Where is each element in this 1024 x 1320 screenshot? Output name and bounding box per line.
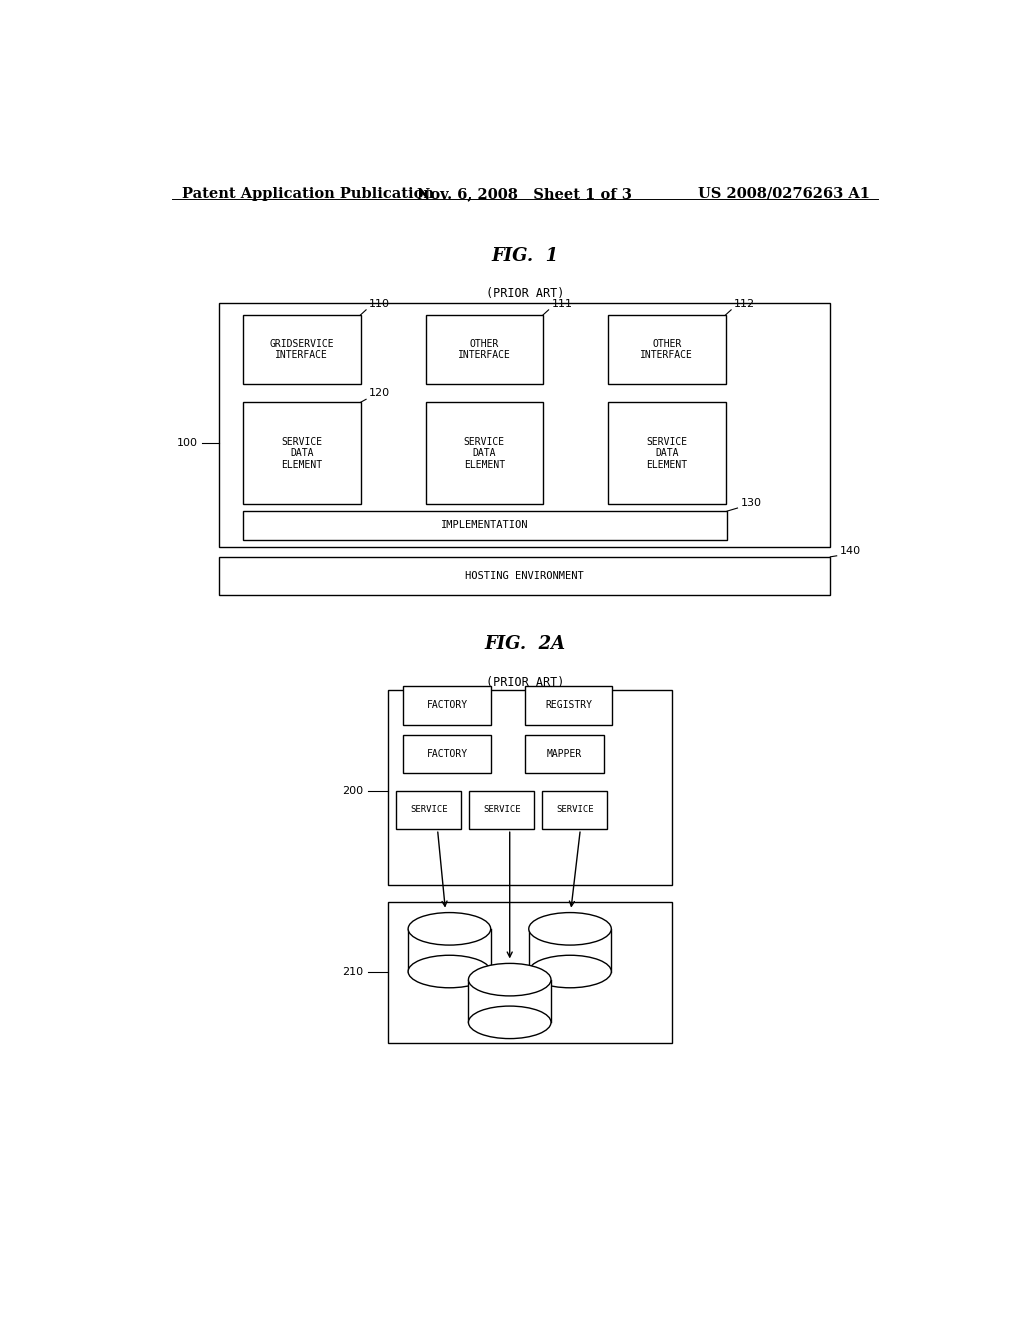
Text: 140: 140 xyxy=(840,545,861,556)
Ellipse shape xyxy=(409,956,490,987)
Text: 130: 130 xyxy=(740,498,762,508)
Text: FACTORY: FACTORY xyxy=(426,748,468,759)
Bar xyxy=(524,686,612,725)
Bar xyxy=(409,929,490,972)
Text: SERVICE: SERVICE xyxy=(410,805,447,814)
Bar xyxy=(396,791,461,829)
Bar xyxy=(243,403,360,504)
Text: 210: 210 xyxy=(343,966,364,977)
Bar xyxy=(468,979,551,1022)
Text: US 2008/0276263 A1: US 2008/0276263 A1 xyxy=(698,187,870,201)
Text: GRIDSERVICE
INTERFACE: GRIDSERVICE INTERFACE xyxy=(269,339,334,360)
Bar xyxy=(524,735,604,774)
Bar xyxy=(608,315,726,384)
Text: Nov. 6, 2008   Sheet 1 of 3: Nov. 6, 2008 Sheet 1 of 3 xyxy=(418,187,632,201)
Text: 110: 110 xyxy=(370,298,390,309)
Bar xyxy=(243,315,360,384)
Text: FIG.  1: FIG. 1 xyxy=(492,247,558,265)
Text: REGISTRY: REGISTRY xyxy=(545,700,592,710)
Text: OTHER
INTERFACE: OTHER INTERFACE xyxy=(640,339,693,360)
Bar xyxy=(387,690,672,886)
Text: 100: 100 xyxy=(177,438,198,447)
Ellipse shape xyxy=(468,964,551,995)
Text: SERVICE
DATA
ELEMENT: SERVICE DATA ELEMENT xyxy=(464,437,505,470)
Text: HOSTING ENVIRONMENT: HOSTING ENVIRONMENT xyxy=(466,572,584,581)
Text: OTHER
INTERFACE: OTHER INTERFACE xyxy=(458,339,511,360)
Text: SERVICE: SERVICE xyxy=(483,805,520,814)
Bar xyxy=(387,903,672,1043)
Bar xyxy=(219,557,830,595)
Bar xyxy=(469,791,535,829)
Text: 200: 200 xyxy=(343,785,364,796)
Ellipse shape xyxy=(409,912,490,945)
Text: (PRIOR ART): (PRIOR ART) xyxy=(485,676,564,689)
Bar xyxy=(528,929,611,972)
Text: SERVICE: SERVICE xyxy=(556,805,594,814)
Bar xyxy=(219,302,830,546)
Text: 111: 111 xyxy=(552,298,572,309)
Text: 120: 120 xyxy=(370,388,390,399)
Ellipse shape xyxy=(528,912,611,945)
Text: IMPLEMENTATION: IMPLEMENTATION xyxy=(441,520,528,531)
Text: FACTORY: FACTORY xyxy=(426,700,468,710)
Text: MAPPER: MAPPER xyxy=(547,748,582,759)
Bar xyxy=(426,315,543,384)
Ellipse shape xyxy=(468,1006,551,1039)
Bar xyxy=(403,686,490,725)
Bar xyxy=(426,403,543,504)
Bar xyxy=(243,511,727,540)
Text: (PRIOR ART): (PRIOR ART) xyxy=(485,288,564,301)
Text: FIG.  2A: FIG. 2A xyxy=(484,635,565,653)
Text: SERVICE
DATA
ELEMENT: SERVICE DATA ELEMENT xyxy=(282,437,323,470)
Text: Patent Application Publication: Patent Application Publication xyxy=(182,187,434,201)
Text: SERVICE
DATA
ELEMENT: SERVICE DATA ELEMENT xyxy=(646,437,687,470)
Ellipse shape xyxy=(528,956,611,987)
Text: 112: 112 xyxy=(734,298,756,309)
Bar xyxy=(403,735,490,774)
Bar xyxy=(608,403,726,504)
Bar xyxy=(543,791,607,829)
